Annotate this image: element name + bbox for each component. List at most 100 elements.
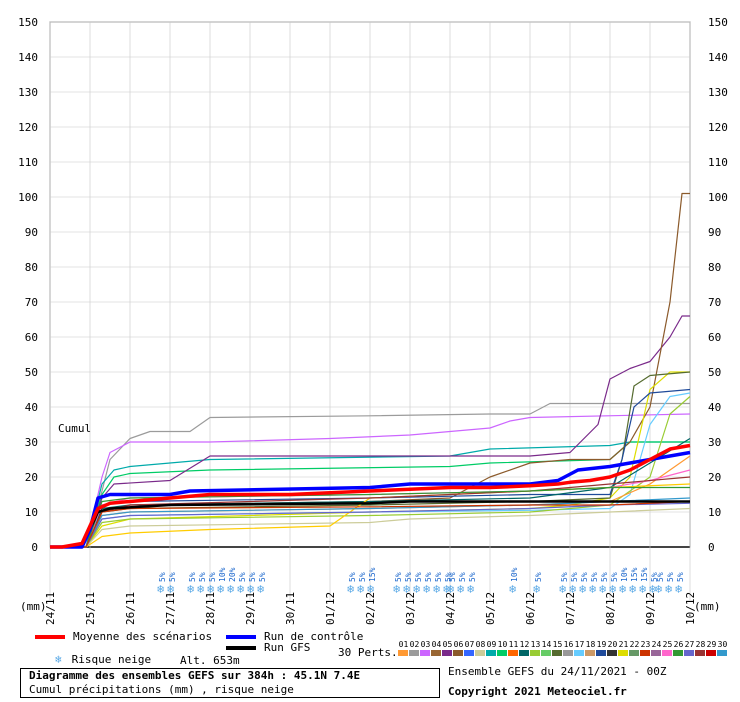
snowflake-icon: ❄ xyxy=(227,582,234,596)
pert-number: 19 xyxy=(596,640,607,649)
y-unit-left: (mm) xyxy=(20,600,47,613)
pert-number: 11 xyxy=(508,640,519,649)
legend-gfs: Run GFS xyxy=(226,641,310,654)
series-line-15 xyxy=(50,507,691,548)
footer-box: Diagramme des ensembles GEFS sur 384h : … xyxy=(20,668,440,698)
snow-risk-pct: 5% xyxy=(676,572,685,582)
snow-risk-pct: 5% xyxy=(448,572,457,582)
pert-color-swatch xyxy=(706,650,716,656)
pert-color-swatch xyxy=(684,650,694,656)
x-tick-label: 09/12 xyxy=(644,592,657,625)
y-tick-label-left: 140 xyxy=(18,51,38,64)
snowflake-icon: ❄ xyxy=(197,582,204,596)
legend-mean-label: Moyenne des scénarios xyxy=(73,630,213,643)
y-tick-label-left: 10 xyxy=(25,506,38,519)
pert-color-swatch xyxy=(552,650,562,656)
pert-number: 01 xyxy=(398,640,409,649)
snow-risk-pct: 5% xyxy=(468,572,477,582)
snowflake-icon: ❄ xyxy=(447,582,454,596)
snowflake-icon: ❄ xyxy=(393,582,400,596)
ensemble-chart: 0 0 10 10 20 20 30 30 40 40 50 50 60 60 70 70 80 80 90 90 10… xyxy=(18,16,728,625)
pert-color-swatch xyxy=(541,650,551,656)
y-tick-label-left: 50 xyxy=(25,366,38,379)
pert-number: 26 xyxy=(673,640,684,649)
legend-snow: ❄ Risque neige xyxy=(55,653,151,666)
snowflake-icon: ❄ xyxy=(639,582,646,596)
y-tick-label-right: 10 xyxy=(708,506,721,519)
y-tick-label-left: 90 xyxy=(25,226,38,239)
y-tick-label-right: 150 xyxy=(708,16,728,29)
y-tick-label-right: 40 xyxy=(708,401,721,414)
snowflake-icon: ❄ xyxy=(357,582,364,596)
snowflake-icon: ❄ xyxy=(217,582,224,596)
snowflake-icon: ❄ xyxy=(599,582,606,596)
pert-colors xyxy=(398,650,728,656)
snow-risk-pct: 5% xyxy=(258,572,267,582)
pert-number: 14 xyxy=(541,640,552,649)
snowflake-icon: ❄ xyxy=(467,582,474,596)
y-tick-label-left: 20 xyxy=(25,471,38,484)
pert-color-swatch xyxy=(629,650,639,656)
pert-number: 02 xyxy=(409,640,420,649)
snow-risk-pct: 5% xyxy=(358,572,367,582)
pert-number: 03 xyxy=(420,640,431,649)
snowflake-icon: ❄ xyxy=(433,582,440,596)
y-tick-label-left: 40 xyxy=(25,401,38,414)
snow-risk-pct: 5% xyxy=(580,572,589,582)
pert-number: 07 xyxy=(464,640,475,649)
snow-risk-pct: 5% xyxy=(394,572,403,582)
series-line-07 xyxy=(50,371,690,548)
y-tick-label-right: 140 xyxy=(708,51,728,64)
pert-color-swatch xyxy=(431,650,441,656)
snowflake-icon: ❄ xyxy=(609,582,616,596)
pert-color-swatch xyxy=(673,650,683,656)
y-tick-label-left: 120 xyxy=(18,121,38,134)
pert-color-swatch xyxy=(651,650,661,656)
snow-risk-pct: 5% xyxy=(656,572,665,582)
y-tick-label-right: 130 xyxy=(708,86,728,99)
snow-risk-pct: 5% xyxy=(208,572,217,582)
snow-risk-pct: 15% xyxy=(640,567,649,582)
legend-control: Run de contrôle xyxy=(226,630,363,643)
snow-risk-pct: 15% xyxy=(630,567,639,582)
y-tick-label-left: 100 xyxy=(18,191,38,204)
snowflake-icon: ❄ xyxy=(655,582,662,596)
pert-color-swatch xyxy=(519,650,529,656)
snowflake-icon: ❄ xyxy=(167,582,174,596)
y-tick-label-right: 80 xyxy=(708,261,721,274)
x-tick-label: 02/12 xyxy=(364,592,377,625)
pert-color-swatch xyxy=(464,650,474,656)
copyright-label: Copyright 2021 Meteociel.fr xyxy=(448,685,627,698)
pert-color-swatch xyxy=(530,650,540,656)
snow-risk-pct: 5% xyxy=(188,572,197,582)
pert-number: 28 xyxy=(695,640,706,649)
pert-color-swatch xyxy=(420,650,430,656)
pert-number: 27 xyxy=(684,640,695,649)
pert-color-swatch xyxy=(574,650,584,656)
x-tick-label: 06/12 xyxy=(524,592,537,625)
y-tick-label-left: 130 xyxy=(18,86,38,99)
y-tick-label-left: 150 xyxy=(18,16,38,29)
pert-color-swatch xyxy=(563,650,573,656)
legend: Moyenne des scénarios Run de contrôle Ru… xyxy=(30,628,430,668)
legend-altitude: Alt. 653m xyxy=(180,654,240,667)
snowflake-icon: ❄ xyxy=(367,582,374,596)
pert-color-swatch xyxy=(695,650,705,656)
y-tick-label-left: 80 xyxy=(25,261,38,274)
series-line-11 xyxy=(50,396,691,548)
pert-number: 04 xyxy=(431,640,442,649)
y-tick-label-left: 70 xyxy=(25,296,38,309)
snowflake-icon: ❄ xyxy=(649,582,656,596)
snow-risk-pct: 5% xyxy=(348,572,357,582)
snow-risk-pct: 5% xyxy=(600,572,609,582)
snowflake-icon: ❄ xyxy=(413,582,420,596)
snow-risk-pct: 10% xyxy=(620,567,629,582)
snow-risk-pct: 5% xyxy=(444,572,453,582)
snow-risk-pct: 5% xyxy=(666,572,675,582)
x-tick-label: 27/11 xyxy=(164,592,177,625)
pert-color-swatch xyxy=(585,650,595,656)
y-tick-label-left: 0 xyxy=(31,541,38,554)
snowflake-icon: ❄ xyxy=(423,582,430,596)
snowflake-icon: ❄ xyxy=(257,582,264,596)
snow-risk-pct: 5% xyxy=(424,572,433,582)
